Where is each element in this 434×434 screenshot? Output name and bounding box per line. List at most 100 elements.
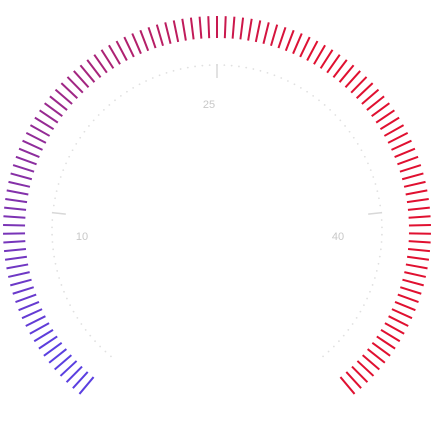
scale-dot <box>332 345 335 348</box>
scale-dot <box>348 130 351 133</box>
scale-dot <box>378 197 380 200</box>
outer-tick <box>189 17 195 40</box>
scale-dot <box>51 226 53 229</box>
outer-tick <box>397 155 419 166</box>
scale-dot <box>369 169 372 172</box>
scale-dot <box>245 66 248 69</box>
outer-tick <box>10 172 33 181</box>
scale-dot <box>89 334 92 337</box>
outer-tick <box>397 293 419 303</box>
scale-dot <box>97 114 100 116</box>
scale-dot <box>194 65 196 68</box>
outer-tick <box>65 365 83 383</box>
scale-dot <box>373 277 376 279</box>
scale-dot <box>377 262 380 265</box>
major-tick-mark <box>368 211 383 215</box>
outer-tick <box>25 315 46 327</box>
scale-dot <box>71 149 74 152</box>
outer-tick <box>15 155 37 166</box>
outer-tick <box>3 240 26 244</box>
scale-label-10: 10 <box>76 231 88 243</box>
scale-dot <box>381 233 383 236</box>
outer-tick <box>405 263 428 270</box>
scale-dot <box>88 125 90 127</box>
scale-dot <box>51 241 54 243</box>
outer-tick <box>371 102 390 118</box>
scale-dot <box>51 219 54 221</box>
outer-tick <box>408 224 431 227</box>
outer-tick <box>366 95 385 111</box>
outer-tick <box>3 215 26 219</box>
scale-dot <box>230 64 233 67</box>
scale-dot <box>252 68 255 70</box>
outer-tick <box>18 147 40 158</box>
outer-tick <box>403 180 426 188</box>
scale-dot <box>334 114 337 116</box>
outer-tick <box>376 335 396 350</box>
scale-dot <box>338 340 340 343</box>
scale-dot <box>363 304 365 307</box>
scale-dot <box>108 104 111 106</box>
outer-tick <box>198 16 203 39</box>
outer-tick <box>391 139 412 151</box>
scale-dot <box>312 95 315 97</box>
scale-dot <box>59 176 62 178</box>
scale-dot <box>53 255 56 258</box>
scale-dot <box>280 77 283 79</box>
scale-dot <box>318 99 320 102</box>
outer-tick <box>408 240 431 244</box>
outer-tick <box>408 215 431 219</box>
outer-tick <box>356 360 375 377</box>
outer-tick <box>339 376 356 395</box>
scale-dot <box>68 155 71 158</box>
scale-dot <box>208 64 211 67</box>
scale-dot <box>347 329 350 331</box>
outer-tick <box>60 82 79 99</box>
outer-tick <box>284 29 295 52</box>
scale-dot <box>51 233 53 236</box>
outer-tick <box>375 109 395 124</box>
outer-tick <box>407 206 430 211</box>
scale-dot <box>238 65 240 68</box>
outer-tick <box>350 76 368 94</box>
outer-tick <box>319 49 334 69</box>
outer-tick <box>313 44 326 65</box>
outer-tick <box>33 328 54 343</box>
scale-dot <box>104 350 107 353</box>
outer-tick <box>66 76 84 94</box>
scale-dot <box>259 69 262 72</box>
scale-dot <box>322 355 324 358</box>
scale-dot <box>52 204 55 207</box>
scale-dot <box>92 119 95 122</box>
outer-tick <box>361 354 380 371</box>
scale-dot <box>94 340 96 343</box>
scale-dot <box>57 183 60 185</box>
outer-tick <box>3 247 27 253</box>
outer-tick <box>39 109 59 124</box>
inner-dotted-scale <box>51 64 383 358</box>
major-tick-marks <box>51 64 383 215</box>
scale-dot <box>99 345 102 348</box>
outer-tick <box>12 164 35 173</box>
outer-tick <box>231 16 236 39</box>
scale-label-25: 25 <box>203 99 215 111</box>
outer-tick <box>355 82 374 99</box>
outer-tick <box>351 365 369 383</box>
outer-tick <box>115 40 128 61</box>
outer-tick <box>223 16 227 39</box>
outer-tick <box>6 189 29 196</box>
outer-tick <box>207 16 211 39</box>
scale-dot <box>60 284 63 286</box>
outer-tick <box>407 247 431 253</box>
outer-tick <box>380 328 401 343</box>
scale-dot <box>369 290 371 293</box>
outer-tick <box>72 371 89 389</box>
scale-dot <box>380 241 383 243</box>
scale-dot <box>75 143 78 145</box>
scale-dot <box>110 355 112 358</box>
scale-dot <box>372 176 375 178</box>
outer-tick <box>344 70 361 88</box>
scale-dot <box>378 255 381 258</box>
scale-dot <box>119 95 122 97</box>
